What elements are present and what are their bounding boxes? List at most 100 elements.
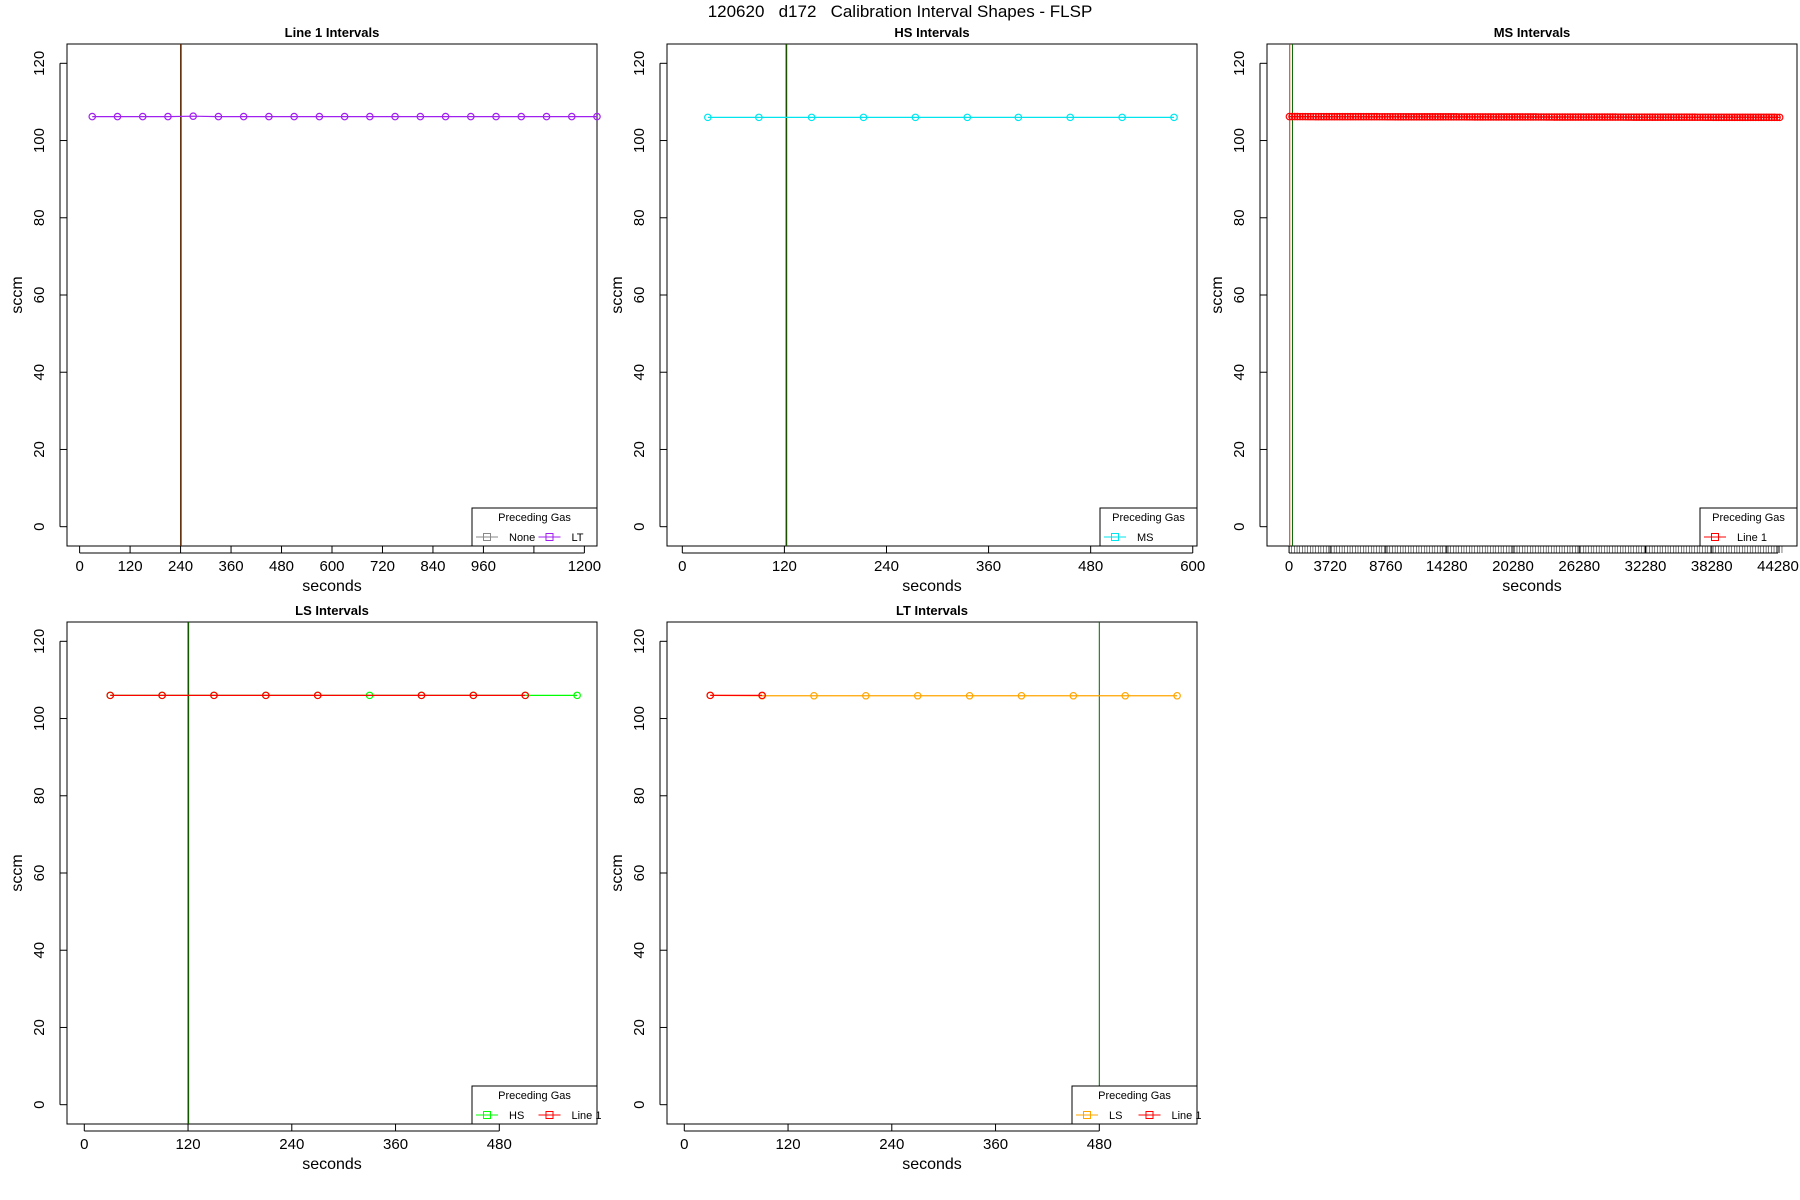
data-point-line-1 <box>1468 113 1477 121</box>
data-point-line-1 <box>1656 113 1665 121</box>
data-point-line-1 <box>1640 113 1649 121</box>
data-point-line-1 <box>1579 113 1588 121</box>
data-point-line-1 <box>1516 113 1524 121</box>
data-point-line-1 <box>1699 113 1707 122</box>
data-point-line-1 <box>417 691 426 700</box>
data-point-line-1 <box>1685 113 1694 122</box>
x-tick-label: 20280 <box>1492 558 1534 575</box>
data-point-line-1 <box>1521 113 1530 121</box>
panel-title: HS Intervals <box>894 25 969 40</box>
x-tick-label: 840 <box>420 558 445 575</box>
plot-frame <box>66 621 598 1125</box>
data-point-line-1 <box>1487 113 1495 121</box>
y-tick-label: 100 <box>631 128 648 153</box>
data-point-line-1 <box>1375 112 1384 121</box>
data-point-line-1 <box>1349 112 1357 121</box>
data-point-line-1 <box>1566 113 1575 121</box>
data-point-line-1 <box>1752 113 1760 122</box>
data-point-line-1 <box>1534 113 1543 121</box>
x-tick-label: 720 <box>370 558 395 575</box>
x-tick-label: 0 <box>678 558 686 575</box>
x-tick-label: 44280 <box>1757 558 1799 575</box>
data-point-line-1 <box>1619 113 1628 121</box>
data-point-lt <box>239 112 248 121</box>
data-point-line-1 <box>1669 113 1678 122</box>
x-tick-label: 240 <box>879 1136 904 1153</box>
data-point-line-1 <box>1595 113 1604 121</box>
data-point-line-1 <box>1412 112 1421 121</box>
data-point-line-1 <box>1600 113 1609 121</box>
data-point-line-1 <box>1341 112 1349 121</box>
data-point-line-1 <box>1513 113 1522 121</box>
data-point-line-1 <box>469 691 478 700</box>
legend-swatch-marker <box>483 533 491 541</box>
data-point-line-1 <box>1431 113 1439 121</box>
data-point-line-1 <box>1455 113 1463 121</box>
data-point-line-1 <box>1593 113 1601 121</box>
legend-title: Preceding Gas <box>1112 512 1185 524</box>
data-point-hs <box>573 691 581 700</box>
x-tick-label: 1200 <box>568 558 601 575</box>
data-point-line-1 <box>1473 113 1482 121</box>
legend-entry-line-1: Line 1 <box>1172 1110 1202 1122</box>
data-point-line-1 <box>1712 113 1720 122</box>
data-point-line-1 <box>262 691 270 700</box>
data-point-line-1 <box>1296 112 1304 121</box>
data-point-lt <box>290 112 298 121</box>
y-tick-label: 100 <box>31 706 48 731</box>
data-point-line-1 <box>1428 113 1437 121</box>
data-point-line-1 <box>1441 113 1450 121</box>
y-tick-label: 120 <box>631 51 648 76</box>
data-point-line-1 <box>706 691 715 700</box>
legend-entry-hs: HS <box>509 1110 524 1122</box>
data-point-line-1 <box>1701 113 1710 122</box>
data-point-line-1 <box>1529 113 1538 121</box>
data-point-lt <box>340 112 349 121</box>
x-tick-label: 480 <box>269 558 294 575</box>
y-tick-label: 80 <box>31 209 48 226</box>
data-point-line-1 <box>1439 113 1447 121</box>
legend-entry-ls: LS <box>1109 1110 1122 1122</box>
y-axis-label: sccm <box>609 854 626 891</box>
data-point-line-1 <box>1518 113 1527 121</box>
data-point-line-1 <box>1447 113 1455 121</box>
legend-title: Preceding Gas <box>1712 512 1785 524</box>
data-point-line-1 <box>1648 113 1657 121</box>
data-point-ls <box>1173 691 1181 700</box>
data-point-line-1 <box>1508 113 1516 121</box>
x-tick-label: 360 <box>983 1136 1008 1153</box>
data-point-lt <box>265 112 273 121</box>
data-point-line-1 <box>1351 112 1360 121</box>
data-point-lt <box>315 112 324 121</box>
x-tick-label: 240 <box>874 558 899 575</box>
data-point-ls <box>1069 691 1078 700</box>
data-point-line-1 <box>1672 113 1681 122</box>
data-point-line-1 <box>1481 113 1490 121</box>
x-axis-label: seconds <box>902 1156 962 1173</box>
data-point-line-1 <box>1717 113 1726 122</box>
x-tick-label: 32280 <box>1625 558 1667 575</box>
data-point-line-1 <box>1484 113 1492 121</box>
y-tick-label: 0 <box>31 1101 48 1109</box>
data-point-line-1 <box>1749 113 1757 122</box>
x-tick-label: 0 <box>75 558 83 575</box>
y-tick-label: 60 <box>31 865 48 882</box>
data-point-line-1 <box>1608 113 1617 121</box>
x-tick-label: 600 <box>1180 558 1205 575</box>
data-point-line-1 <box>1720 113 1728 122</box>
data-point-line-1 <box>1449 113 1458 121</box>
legend-entry-none: None <box>509 532 535 544</box>
data-point-line-1 <box>1322 112 1331 121</box>
data-point-line-1 <box>1465 113 1474 121</box>
legend-title: Preceding Gas <box>498 512 571 524</box>
data-point-line-1 <box>1704 113 1712 122</box>
data-point-ms <box>1014 113 1023 122</box>
data-point-line-1 <box>1664 113 1673 121</box>
y-tick-label: 120 <box>31 51 48 76</box>
data-point-line-1 <box>1744 113 1752 122</box>
y-tick-label: 120 <box>1231 51 1248 76</box>
data-point-ms <box>1066 113 1075 122</box>
ls-intervals-panel: LS Intervals 0 20 40 60 80 100 120 sccm 0 120 240 36… <box>9 603 601 1173</box>
y-axis-label: sccm <box>609 276 626 313</box>
legend-box <box>1699 507 1798 547</box>
